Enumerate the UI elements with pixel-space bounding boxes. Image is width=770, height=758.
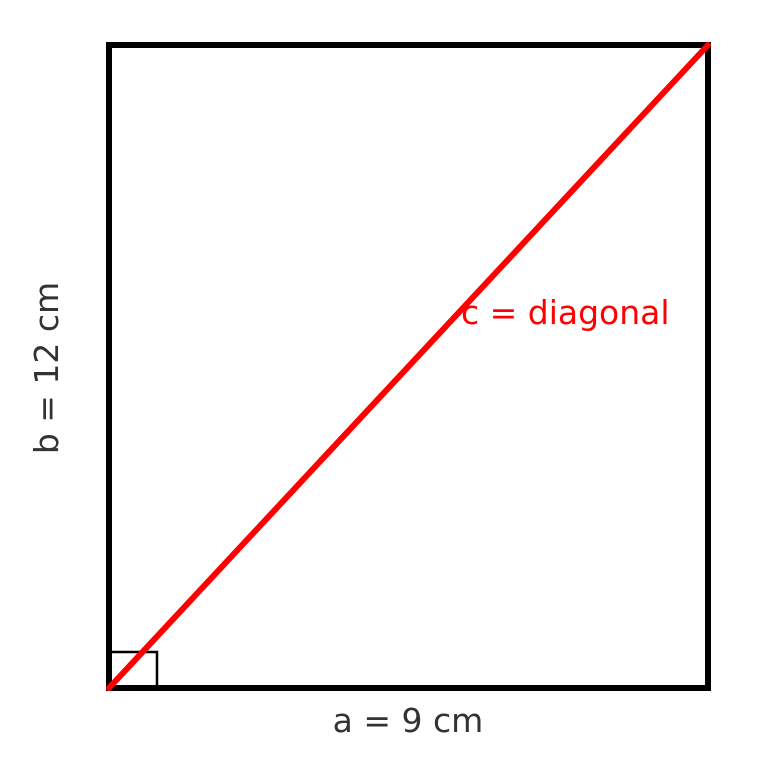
side-b-label: b = 12 cm bbox=[27, 282, 66, 454]
rectangle-outline bbox=[106, 42, 711, 691]
side-a-label: a = 9 cm bbox=[333, 701, 484, 740]
diagonal-label: c = diagonal bbox=[461, 293, 670, 332]
diagonal-line bbox=[106, 42, 711, 691]
right-angle-marker bbox=[107, 650, 159, 690]
